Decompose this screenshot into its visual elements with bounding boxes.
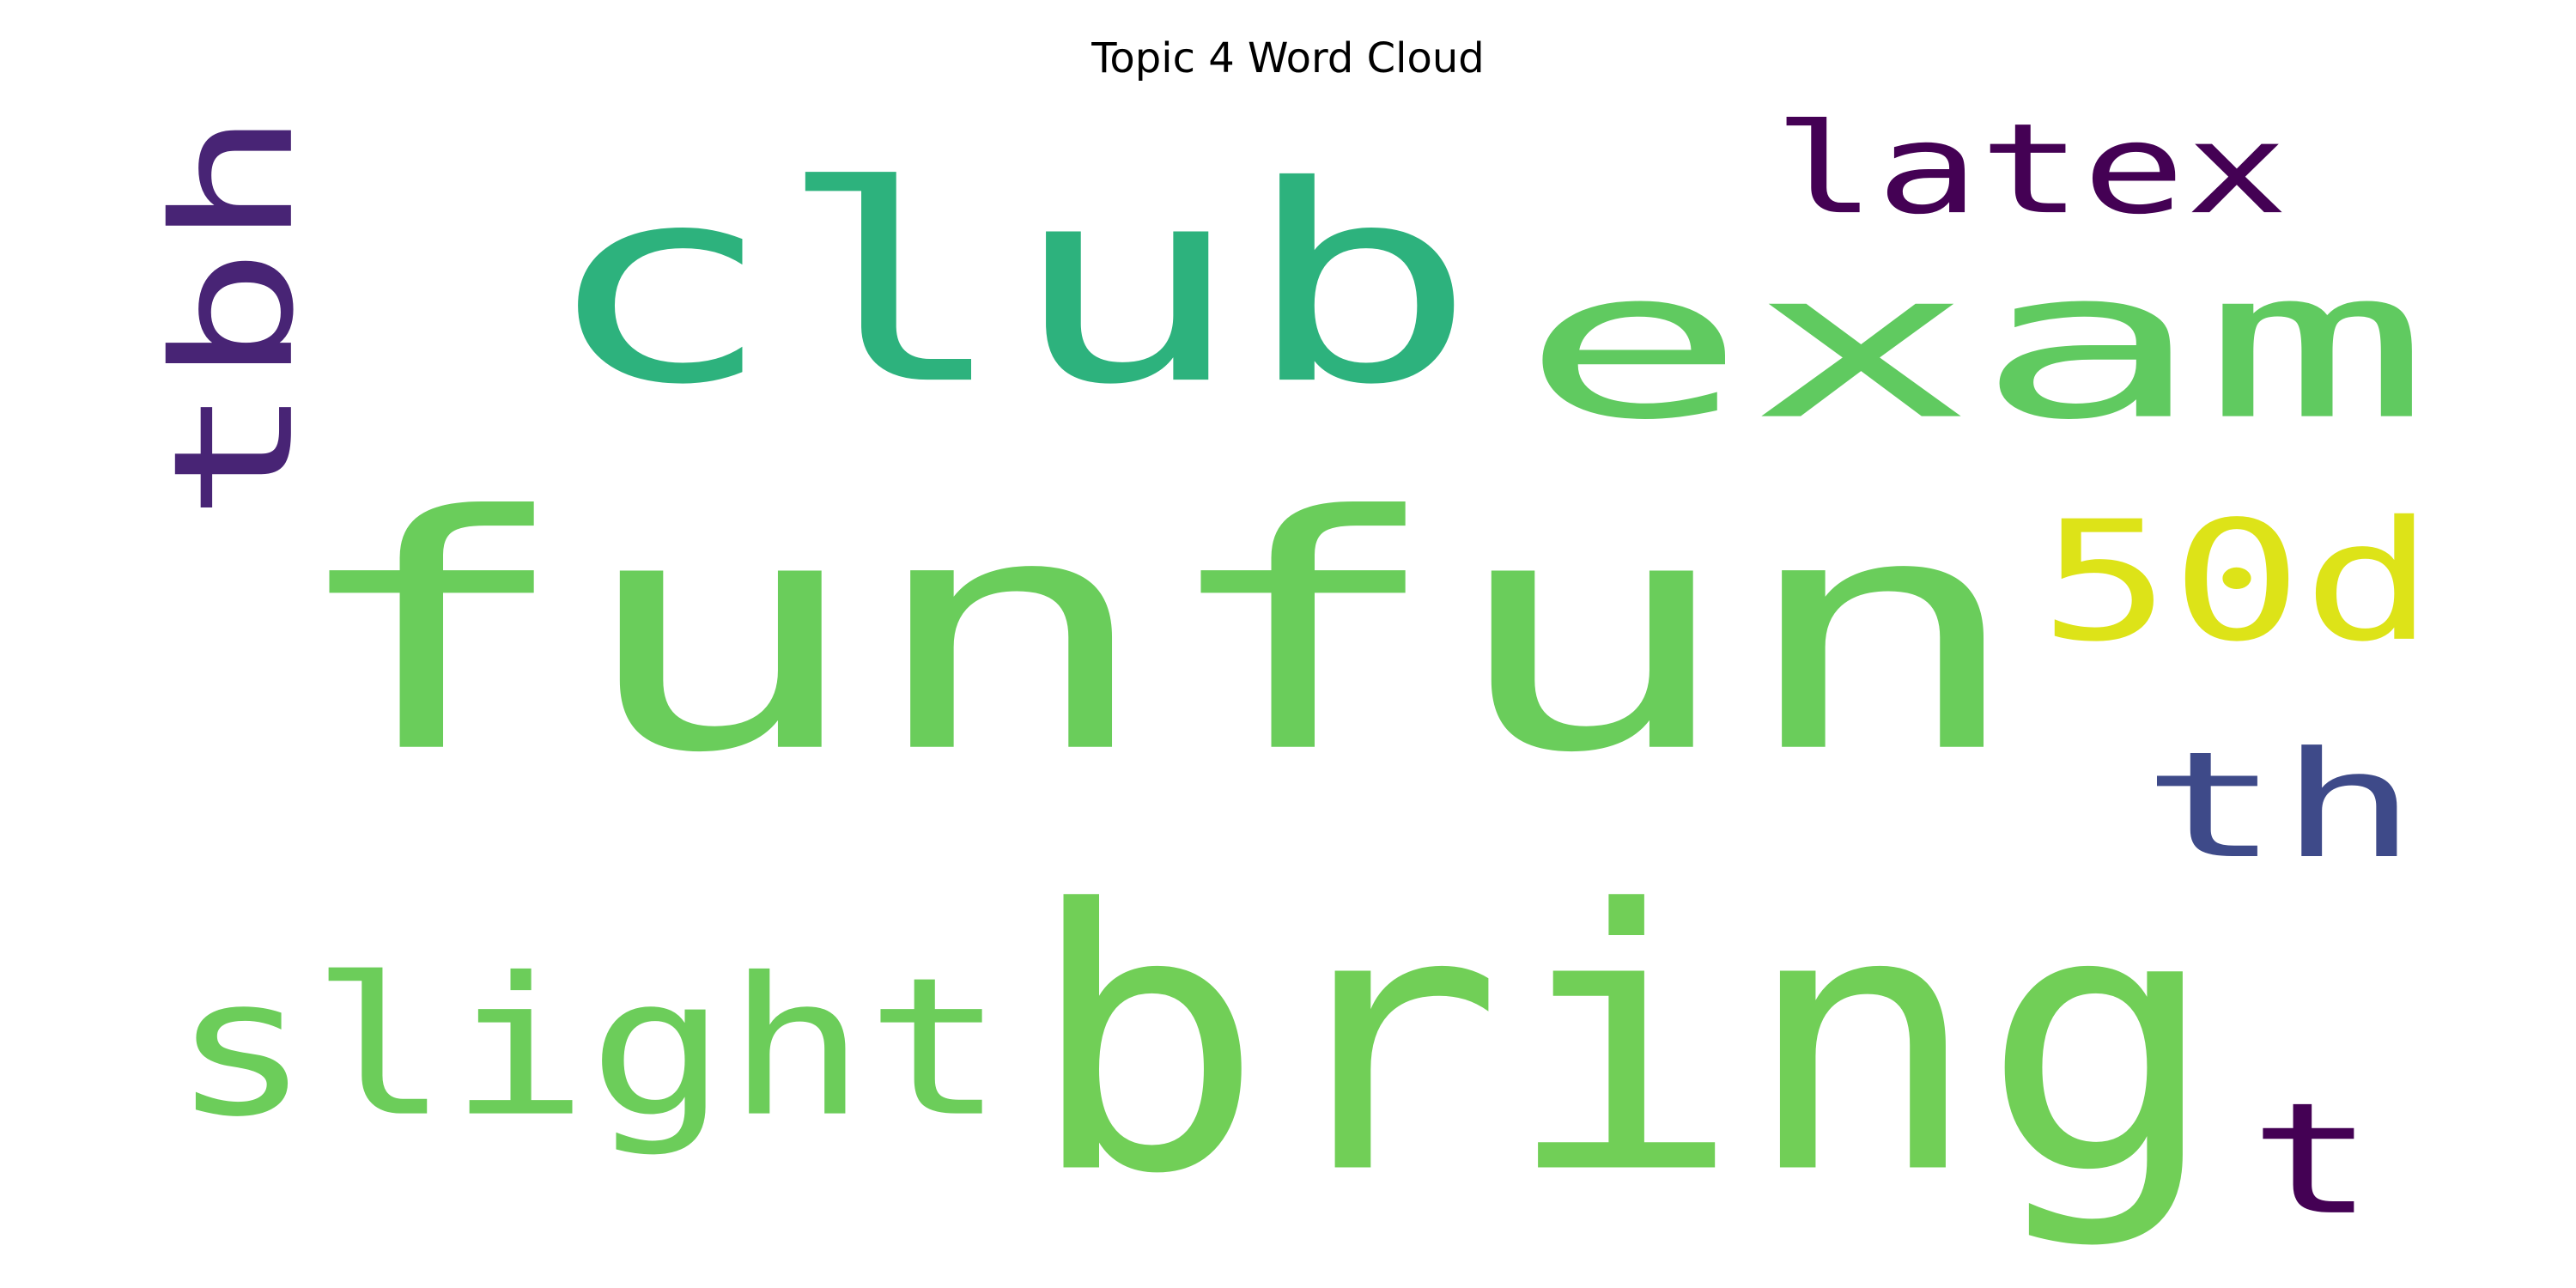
word-t: t — [2250, 1070, 2374, 1249]
word-funfun: funfun — [283, 447, 2026, 823]
word-th: th — [2142, 720, 2417, 891]
word-bring: bring — [1026, 834, 2220, 1252]
word-tbh: tbh — [138, 110, 331, 522]
page-title: Topic 4 Word Cloud — [1091, 34, 1485, 82]
word-exam: exam — [1520, 225, 2430, 465]
word-slight: slight — [172, 937, 1005, 1159]
word-latex: latex — [1773, 97, 2288, 242]
word-50d: 50d — [2039, 487, 2434, 678]
word-club: club — [541, 129, 1477, 445]
